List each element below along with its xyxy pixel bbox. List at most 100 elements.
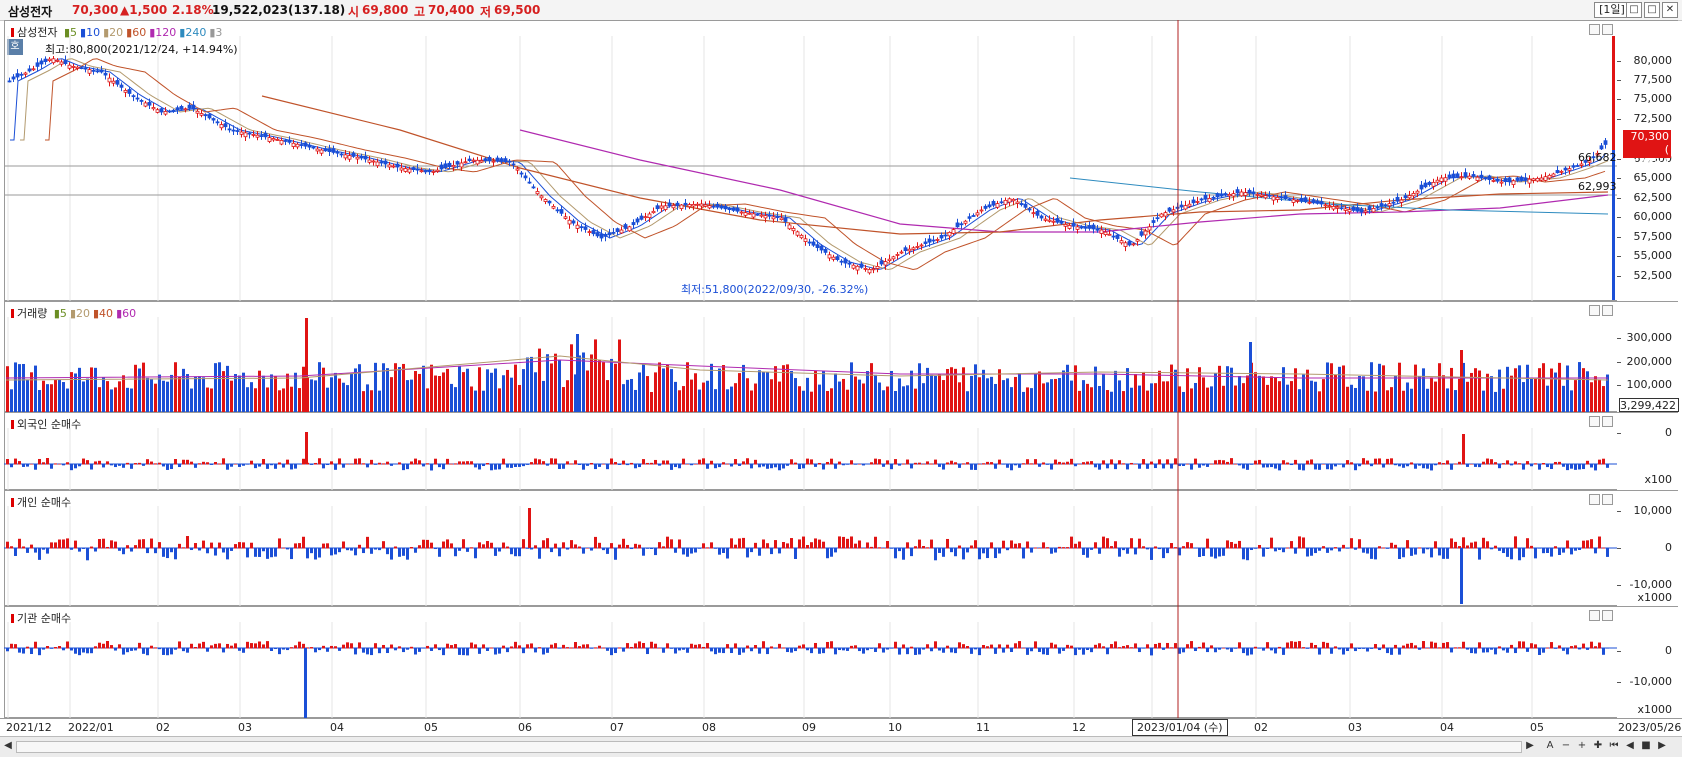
institution-net-bar: [242, 648, 245, 653]
foreign-net-bar: [786, 464, 789, 466]
individual-net-bar: [142, 539, 145, 549]
foreign-net-bar: [986, 461, 989, 465]
candle-body: [1387, 203, 1392, 207]
foreign-net-bar: [318, 458, 321, 465]
quote-badge[interactable]: 호: [7, 39, 23, 55]
candle-body: [907, 248, 912, 252]
scroll-left-button[interactable]: ◀: [4, 740, 12, 751]
panel-close-button[interactable]: [1602, 305, 1613, 316]
foreign-net-bar: [1494, 462, 1497, 465]
foreign-net-buy-panel[interactable]: 외국인 순매수: [4, 412, 1617, 490]
institution-net-bar: [694, 644, 697, 649]
individual-net-bar: [1218, 548, 1221, 557]
individual-net-bar: [506, 546, 509, 549]
volume-bar: [470, 386, 473, 412]
volume-bar: [558, 359, 561, 412]
institution-net-bar: [954, 648, 957, 654]
candle-body: [1411, 192, 1416, 197]
prev-page-icon[interactable]: ◀: [1626, 740, 1634, 751]
individual-net-bar: [82, 548, 85, 549]
candle-body: [923, 241, 928, 244]
individual-net-bar: [1010, 540, 1013, 549]
candle-body: [1351, 206, 1356, 211]
foreign-net-bar: [750, 464, 753, 469]
chart-scrollbar[interactable]: ◀ ▶ A − + ✚ ⏮ ◀ ■ ▶: [0, 736, 1682, 757]
volume-bar: [1586, 371, 1589, 412]
institution-net-bar: [1278, 646, 1281, 649]
zoom-in-icon[interactable]: A: [1546, 740, 1554, 751]
foreign-net-bar: [574, 460, 577, 465]
candle-body: [535, 191, 540, 195]
panel-min-button[interactable]: [1589, 24, 1600, 35]
individual-net-bar: [366, 536, 369, 549]
candle-body: [367, 159, 372, 163]
panel-min-button[interactable]: [1589, 305, 1600, 316]
institution-net-bar: [1330, 648, 1333, 654]
close-button[interactable]: ✕: [1662, 2, 1678, 18]
individual-net-bar: [378, 548, 381, 551]
price-chart-panel[interactable]: 삼성전자 ▮5 ▮10 ▮20 ▮60 ▮120 ▮240 ▮3 호 최고:80,800(2…: [4, 20, 1617, 301]
candle-body: [811, 241, 816, 246]
volume-bar: [6, 366, 9, 412]
scroll-right-button[interactable]: ▶: [1526, 740, 1534, 751]
institution-net-bar: [710, 648, 713, 652]
individual-net-bar: [1182, 546, 1185, 549]
foreign-net-bar: [550, 458, 553, 465]
maximize-button[interactable]: □: [1644, 2, 1660, 18]
volume-bar: [1494, 391, 1497, 412]
volume-bar: [1578, 362, 1581, 412]
candle-body: [1367, 206, 1372, 210]
zoom-minus-icon[interactable]: −: [1561, 740, 1571, 751]
foreign-net-bar: [182, 459, 185, 465]
candle-body: [999, 201, 1004, 204]
institution-net-buy-panel[interactable]: 기관 순매수: [4, 606, 1617, 718]
volume-bar: [1442, 375, 1445, 412]
volume-bar: [1550, 368, 1553, 412]
panel-min-button[interactable]: [1589, 416, 1600, 427]
institution-net-bar: [414, 648, 417, 655]
restore-button[interactable]: □: [1626, 2, 1642, 18]
volume-bar: [1094, 366, 1097, 412]
individual-net-bar: [294, 543, 297, 549]
candle-body: [791, 227, 796, 232]
candle-body: [443, 163, 448, 169]
institution-net-bar: [302, 643, 305, 649]
first-page-icon[interactable]: ⏮: [1609, 740, 1619, 751]
panel-min-button[interactable]: [1589, 494, 1600, 505]
candle-body: [751, 213, 756, 218]
volume-bar: [1582, 368, 1585, 412]
individual-net-bar: [1214, 548, 1217, 559]
scroll-thumb[interactable]: [16, 741, 1522, 753]
volume-bar: [414, 371, 417, 412]
candle-body: [831, 256, 836, 260]
individual-net-bar: [246, 548, 249, 558]
foreign-net-bar: [1362, 458, 1365, 465]
institution-net-bar: [1078, 648, 1081, 650]
institution-net-bar: [478, 648, 481, 654]
panel-close-button[interactable]: [1602, 610, 1613, 621]
panel-close-button[interactable]: [1602, 416, 1613, 427]
volume-bar: [1102, 373, 1105, 412]
volume-bar: [750, 390, 753, 412]
foreign-net-bar-spike: [1462, 434, 1465, 464]
individual-net-bar: [1138, 538, 1141, 549]
panel-min-button[interactable]: [1589, 610, 1600, 621]
panel-close-button[interactable]: [1602, 494, 1613, 505]
open-price: 69,800: [362, 3, 409, 17]
institution-net-bar: [86, 648, 89, 654]
volume-bar: [918, 363, 921, 412]
next-page-icon[interactable]: ■: [1641, 740, 1651, 751]
volume-bar: [906, 385, 909, 412]
institution-net-bar: [38, 648, 41, 656]
crosshair-icon[interactable]: ✚: [1593, 740, 1603, 751]
individual-net-bar: [418, 545, 421, 549]
volume-bar: [1066, 364, 1069, 412]
institution-net-bar: [702, 646, 705, 649]
zoom-plus-icon[interactable]: +: [1577, 740, 1587, 751]
panel-close-button[interactable]: [1602, 24, 1613, 35]
foreign-net-bar: [262, 458, 265, 465]
foreign-net-bar: [1266, 464, 1269, 468]
individual-net-bar: [1566, 540, 1569, 549]
last-page-icon[interactable]: ▶: [1658, 740, 1666, 751]
individual-net-bar: [354, 548, 357, 556]
